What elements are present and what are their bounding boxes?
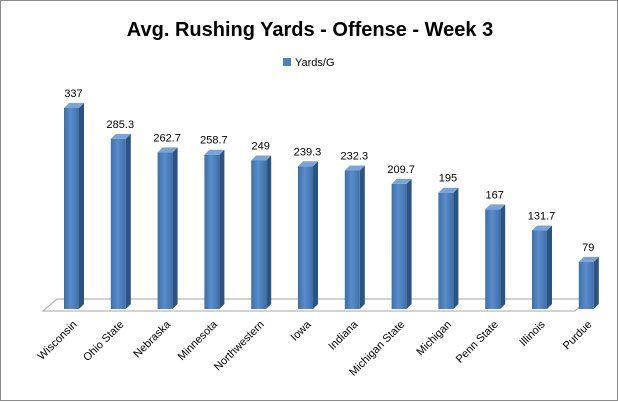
bar-side: [453, 187, 459, 309]
data-labels-group: 337 285.3 262.7 258.7 249 239.3 232.3 209.7 195 1…: [64, 88, 594, 254]
category-label: Nebraska: [131, 318, 173, 360]
category-label: Ohio State: [81, 319, 126, 364]
data-label: 285.3: [107, 119, 135, 131]
bar-side: [359, 165, 365, 309]
chart-title: Avg. Rushing Yards - Offense - Week 3: [127, 19, 493, 41]
bar-front: [485, 209, 501, 309]
data-label: 209.7: [387, 164, 415, 176]
bar-side: [593, 256, 599, 309]
bar-michigan: [438, 187, 459, 309]
category-label: Penn State: [454, 319, 501, 366]
bar-front: [298, 166, 313, 309]
category-label: Illinois: [518, 318, 548, 348]
data-label: 337: [64, 88, 82, 100]
category-label: Minnesota: [176, 318, 221, 363]
data-label: 232.3: [341, 150, 369, 162]
bar-top: [438, 187, 459, 193]
data-label: 258.7: [200, 135, 228, 147]
bar-penn-state: [485, 204, 506, 309]
data-label: 249: [252, 140, 270, 152]
legend-label: Yards/G: [295, 57, 335, 69]
bar-front: [157, 152, 173, 309]
bar-front: [344, 170, 360, 309]
bars-group: [64, 103, 599, 309]
bar-iowa: [298, 161, 318, 309]
legend-swatch: [283, 58, 291, 66]
bar-wisconsin: [64, 103, 84, 309]
data-label: 262.7: [153, 132, 181, 144]
bar-top: [485, 204, 506, 210]
data-label: 195: [439, 173, 457, 185]
bar-side: [79, 103, 84, 309]
category-label: Iowa: [289, 318, 315, 344]
bar-top: [157, 147, 178, 153]
bar-front: [110, 138, 126, 309]
category-label: Purdue: [561, 319, 595, 353]
bar-side: [125, 133, 131, 309]
category-label: Indiana: [326, 318, 361, 353]
bar-top: [251, 155, 272, 161]
bar-top: [110, 133, 131, 139]
bar-michigan-state: [391, 178, 412, 309]
data-label: 79: [582, 242, 594, 254]
bar-front: [532, 230, 547, 309]
bar-top: [391, 178, 412, 184]
bar-front: [204, 154, 220, 309]
bar-side: [266, 155, 272, 309]
bar-side: [172, 147, 178, 309]
category-label: Wisconsin: [36, 319, 80, 363]
bar-top: [344, 165, 365, 171]
bar-top: [64, 103, 84, 108]
bar-side: [313, 161, 318, 309]
category-label: Northwestern: [212, 319, 267, 374]
bar-illinois: [532, 225, 552, 309]
bar-nebraska: [157, 147, 178, 309]
bar-front: [578, 261, 594, 309]
bar-front: [251, 160, 267, 309]
bar-side: [547, 225, 552, 309]
bar-top: [204, 149, 225, 155]
bar-top: [532, 225, 552, 231]
data-label: 167: [486, 189, 504, 201]
category-label: Michigan: [414, 319, 454, 359]
data-label: 131.7: [528, 210, 556, 222]
bar-top: [298, 161, 318, 167]
category-labels-group: Wisconsin Ohio State Nebraska MinnesotaNort…: [36, 318, 595, 379]
bar-side: [219, 149, 225, 309]
bar-indiana: [344, 165, 365, 309]
bar-front: [438, 192, 454, 309]
bar-minnesota: [204, 149, 225, 309]
bar-northwestern: [251, 155, 272, 309]
bar-front: [391, 183, 407, 309]
bar-front: [64, 108, 79, 309]
bar-side: [500, 204, 506, 309]
bar-top: [578, 256, 599, 262]
data-label: 239.3: [294, 146, 322, 158]
bar-side: [406, 178, 412, 309]
bar-purdue: [578, 256, 599, 309]
bar-ohio-state: [110, 133, 131, 309]
legend: Yards/G: [283, 57, 335, 69]
